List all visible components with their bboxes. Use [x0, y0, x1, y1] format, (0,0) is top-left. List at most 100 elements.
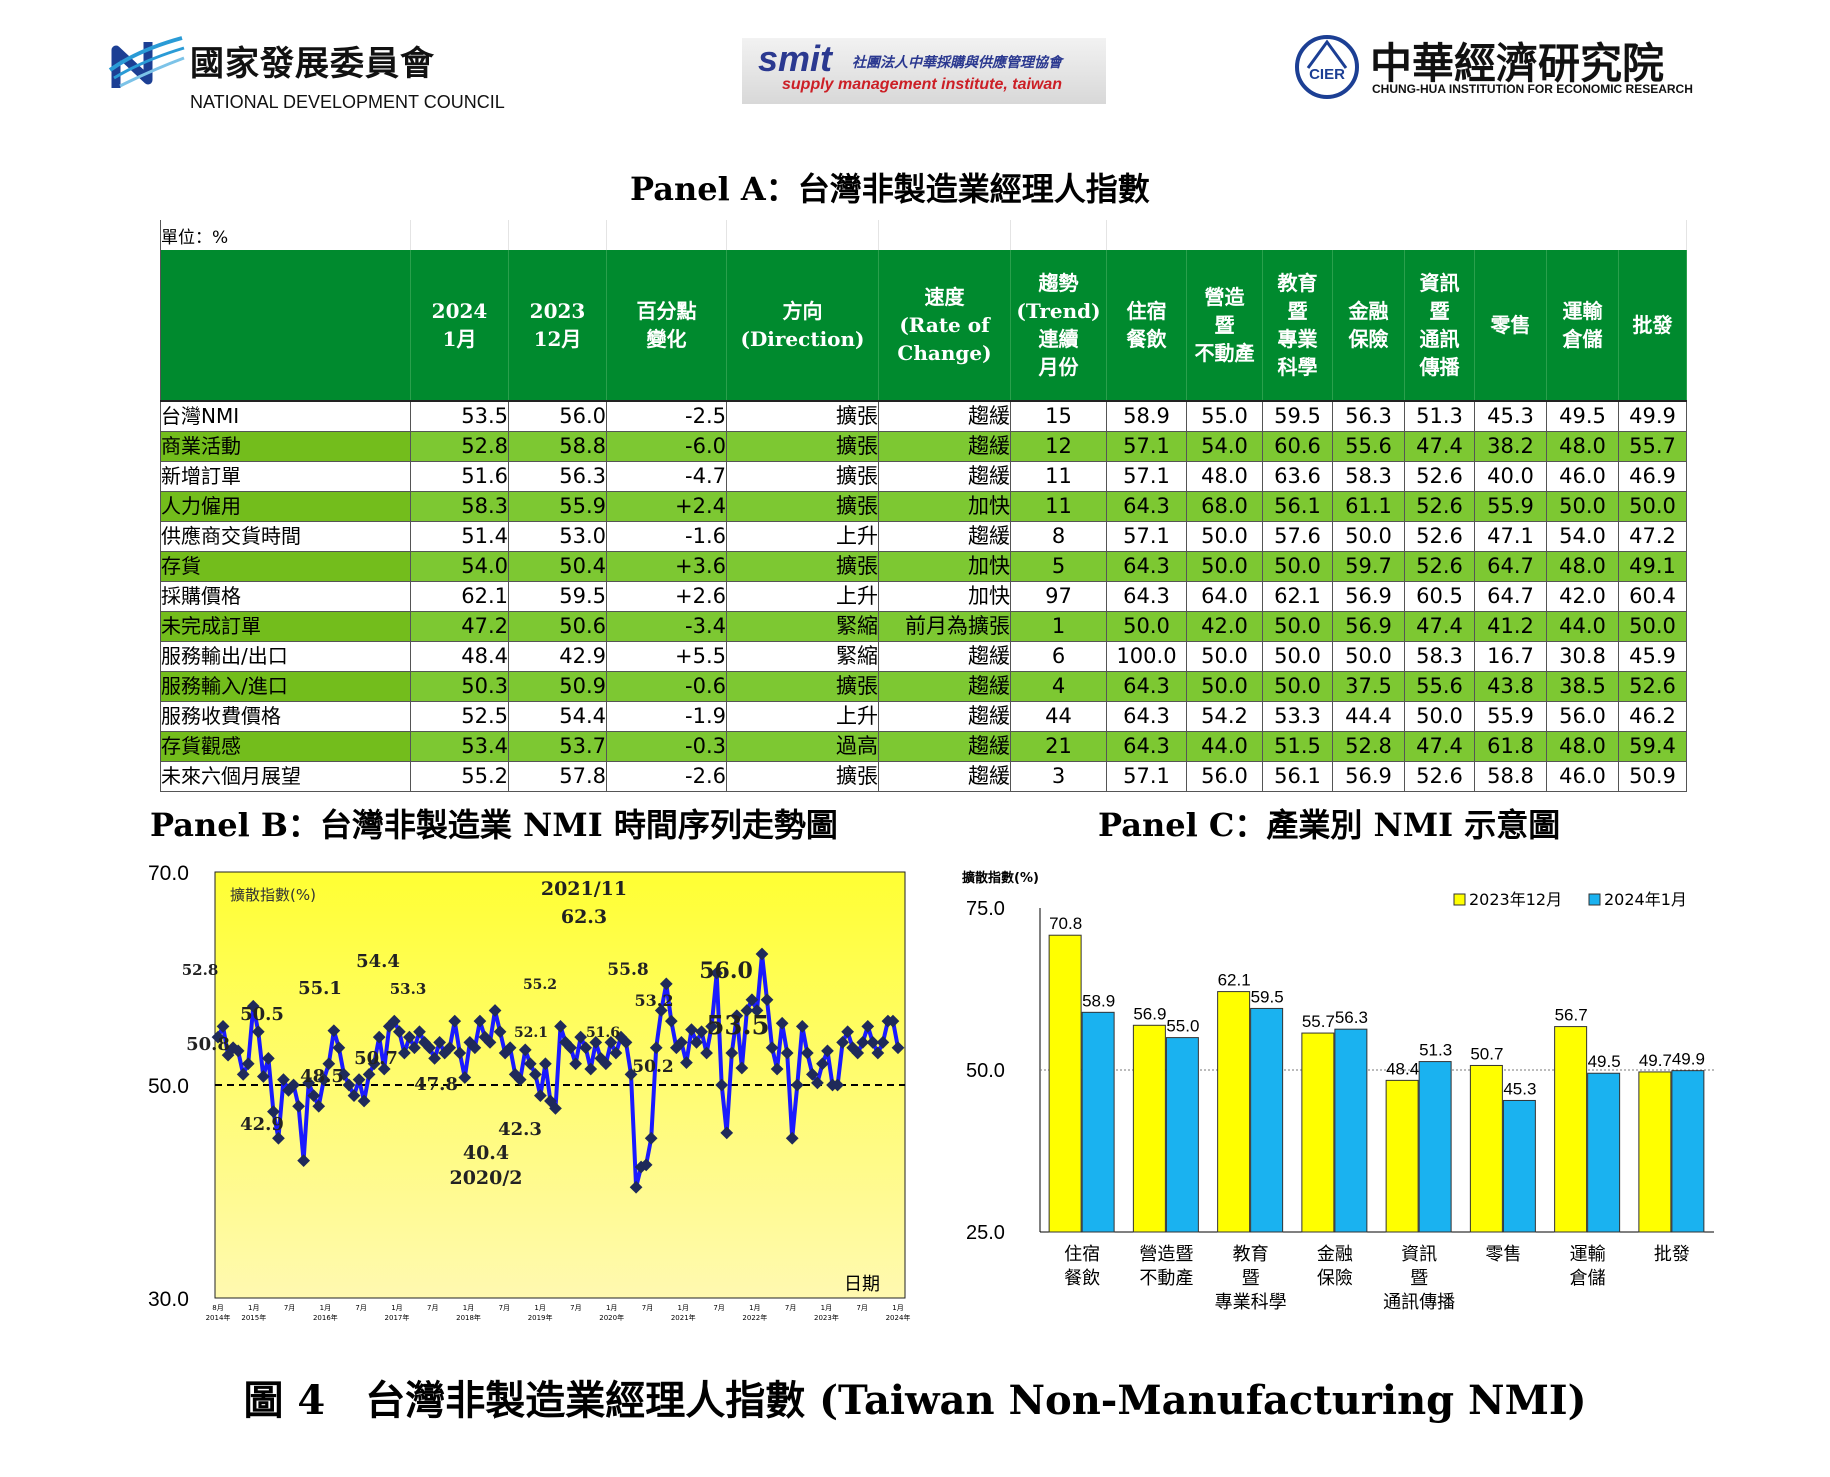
table-cell: 50.0: [1106, 611, 1187, 642]
x-tick-label: 7月: [355, 1304, 366, 1312]
bar-value-label: 70.8: [1049, 914, 1082, 933]
table-cell: 51.5: [1262, 731, 1333, 762]
bar: [1217, 991, 1251, 1233]
data-label: 56.0: [699, 958, 753, 984]
data-label: 55.8: [607, 960, 648, 980]
row-label: 供應商交貨時間: [160, 521, 411, 552]
data-label: 50.5: [240, 1004, 284, 1025]
x-tick-label: 1月: [248, 1304, 259, 1312]
table-cell: 緊縮: [726, 641, 879, 672]
table-cell: 55.0: [1186, 400, 1263, 432]
legend-label: 2024年1月: [1604, 890, 1687, 909]
table-cell: 58.8: [508, 431, 607, 462]
table-cell: 47.4: [1404, 731, 1475, 762]
bar-value-label: 56.7: [1555, 1006, 1588, 1025]
data-point: [816, 1057, 829, 1071]
table-cell: 59.5: [1262, 400, 1333, 432]
table-cell: 49.1: [1618, 551, 1687, 582]
table-cell: 47.4: [1404, 611, 1475, 642]
data-label: 50.8: [186, 1034, 230, 1055]
table-cell: 趨緩: [878, 671, 1011, 702]
nmi-table: 單位：% 產業別 2024 1月 2023 12月 百分點 變化 方向 (Direction)…: [160, 220, 1687, 792]
table-cell: 前月為擴張: [878, 611, 1011, 642]
data-label: 53.5: [706, 1011, 769, 1041]
ndc-logo-icon: [108, 36, 185, 88]
table-cell: 55.7: [1618, 431, 1687, 462]
table-row: 未來六個月展望 55.2 57.8 -2.6 擴張 趨緩 3 57.1 56.0 56.1 56.9…: [160, 761, 1687, 792]
legend-label: 2023年12月: [1469, 890, 1562, 909]
table-cell: 51.3: [1404, 400, 1475, 432]
table-cell: 43.8: [1474, 671, 1547, 702]
table-cell: 42.0: [1546, 581, 1619, 612]
table-header-row: 2024 1月 2023 12月 百分點 變化 方向 (Direction) 速度 (Rate o…: [160, 250, 1687, 402]
x-tick-label: 7月: [499, 1304, 510, 1312]
row-label: 存貨觀感: [160, 731, 411, 762]
table-cell: 57.1: [1106, 461, 1187, 492]
bar: [1502, 1099, 1536, 1233]
bar-value-label: 49.7: [1639, 1051, 1672, 1070]
table-cell: 48.0: [1186, 461, 1263, 492]
table-cell: 56.9: [1332, 611, 1405, 642]
data-point: [720, 1126, 734, 1140]
x-tick-label: 7月: [785, 1304, 796, 1312]
table-row: 存貨 54.0 50.4 +3.6 擴張 加快 5 64.3 50.0 50.0 59.7 52.6 6…: [160, 551, 1687, 582]
table-cell: -0.3: [606, 731, 727, 762]
table-row: 商業活動 52.8 58.8 -6.0 擴張 趨緩 12 57.1 54.0 60.6 55.6 47…: [160, 431, 1687, 462]
table-cell: 50.6: [508, 611, 607, 642]
data-point: [473, 1014, 487, 1028]
column-header: 營造暨不動產: [1186, 250, 1263, 401]
y-tick-label: 30.0: [148, 1288, 189, 1311]
table-cell: 3: [1010, 761, 1107, 792]
table-cell: 48.0: [1546, 731, 1619, 762]
table-cell: 50.0: [1262, 641, 1333, 672]
data-label: 42.3: [498, 1119, 542, 1140]
row-label: 服務收費價格: [160, 701, 411, 732]
x-tick-label: 2014年: [206, 1313, 231, 1322]
table-cell: 58.3: [410, 491, 509, 522]
table-cell: 56.9: [1332, 581, 1405, 612]
table-cell: 50.0: [1332, 521, 1405, 552]
table-cell: 38.2: [1474, 431, 1547, 462]
table-cell: 趨緩: [878, 761, 1011, 792]
table-cell: 58.8: [1474, 761, 1547, 792]
table-cell: 62.1: [410, 581, 509, 612]
table-cell: 趨緩: [878, 731, 1011, 762]
table-cell: 59.5: [508, 581, 607, 612]
table-cell: 61.1: [1332, 491, 1405, 522]
data-point: [569, 1057, 582, 1071]
table-cell: -3.4: [606, 611, 727, 642]
x-tick-label: 8月: [212, 1304, 223, 1312]
data-point: [735, 1061, 749, 1075]
row-label: 服務輸出/出口: [160, 641, 411, 672]
data-label: 2020/2: [449, 1167, 522, 1189]
data-point: [549, 1102, 562, 1115]
x-tick-label: 7月: [284, 1304, 295, 1312]
data-point: [398, 1046, 411, 1060]
table-cell: 54.0: [1186, 431, 1263, 462]
table-cell: 30.8: [1546, 641, 1619, 672]
smit-logo-background: [742, 38, 1106, 104]
table-cell: 58.3: [1332, 461, 1405, 492]
data-point: [705, 1020, 718, 1033]
legend-swatch: [1588, 893, 1601, 906]
table-cell: 15: [1010, 400, 1107, 432]
data-label: 53.2: [635, 991, 674, 1010]
table-cell: 50.0: [1618, 491, 1687, 522]
table-cell: 12: [1010, 431, 1107, 462]
table-cell: 57.1: [1106, 521, 1187, 552]
table-cell: 擴張: [726, 400, 879, 432]
table-cell: 54.0: [1546, 521, 1619, 552]
data-point: [292, 1099, 305, 1113]
table-cell: 55.9: [1474, 701, 1547, 732]
table-cell: 55.9: [1474, 491, 1547, 522]
table-cell: 50.0: [1262, 611, 1333, 642]
table-cell: 56.3: [1332, 400, 1405, 432]
data-point: [599, 1057, 613, 1071]
x-tick-label: 2023年: [814, 1313, 839, 1322]
table-cell: 52.6: [1404, 761, 1475, 792]
column-header: [160, 250, 411, 402]
table-cell: 52.6: [1404, 551, 1475, 582]
data-point: [453, 1046, 467, 1060]
table-cell: 54.2: [1186, 701, 1263, 732]
table-cell: 57.1: [1106, 761, 1187, 792]
